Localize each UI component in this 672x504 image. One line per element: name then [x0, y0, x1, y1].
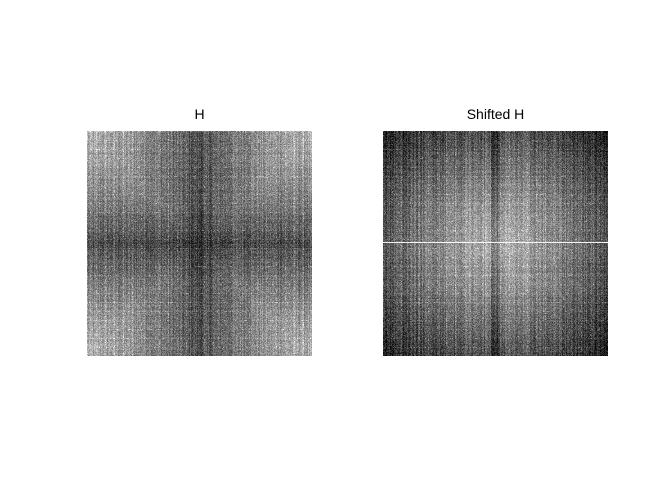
panel-title-h: H [194, 106, 205, 122]
panel-title-shifted-h: Shifted H [466, 106, 525, 122]
spectrum-image-shifted [383, 131, 608, 356]
spectrum-image-unshifted [87, 131, 312, 356]
